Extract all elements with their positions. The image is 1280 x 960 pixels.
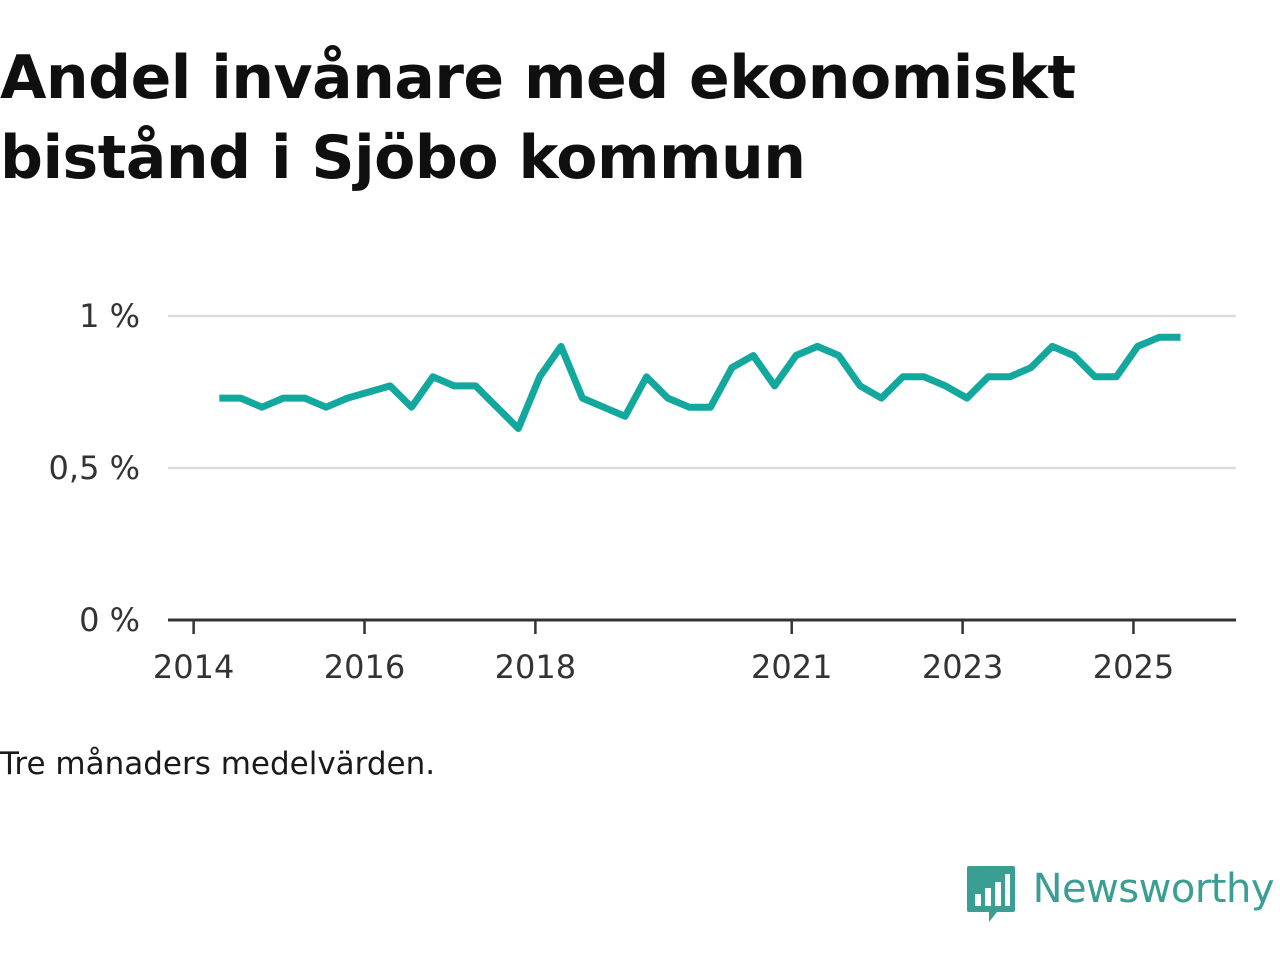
y-tick-label: 1 %: [79, 297, 140, 335]
x-tick-label: 2018: [495, 648, 576, 686]
series-line: [219, 333, 1181, 432]
x-tick-label: 2025: [1093, 648, 1174, 686]
x-tick-label: 2023: [922, 648, 1003, 686]
y-tick-label: 0 %: [79, 601, 140, 639]
brand-logo: Newsworthy: [965, 864, 1275, 926]
chart-title: Andel invånare med ekonomiskt bistånd i …: [0, 43, 1076, 193]
y-axis-labels: 0 % 0,5 % 1 %: [49, 297, 140, 639]
grid-lines: [168, 314, 1236, 470]
x-tick-label: 2016: [324, 648, 405, 686]
brand-name: Newsworthy: [1032, 866, 1275, 912]
x-axis: 2014 2016 2018 2021 2023 2025: [153, 618, 1236, 686]
x-tick-label: 2014: [153, 648, 234, 686]
chart-note: Tre månaders medelvärden.: [0, 746, 436, 782]
data-series: [219, 333, 1181, 432]
x-tick-label: 2021: [751, 648, 832, 686]
y-tick-label: 0,5 %: [49, 449, 140, 487]
newsworthy-logo-icon: [966, 866, 1015, 922]
